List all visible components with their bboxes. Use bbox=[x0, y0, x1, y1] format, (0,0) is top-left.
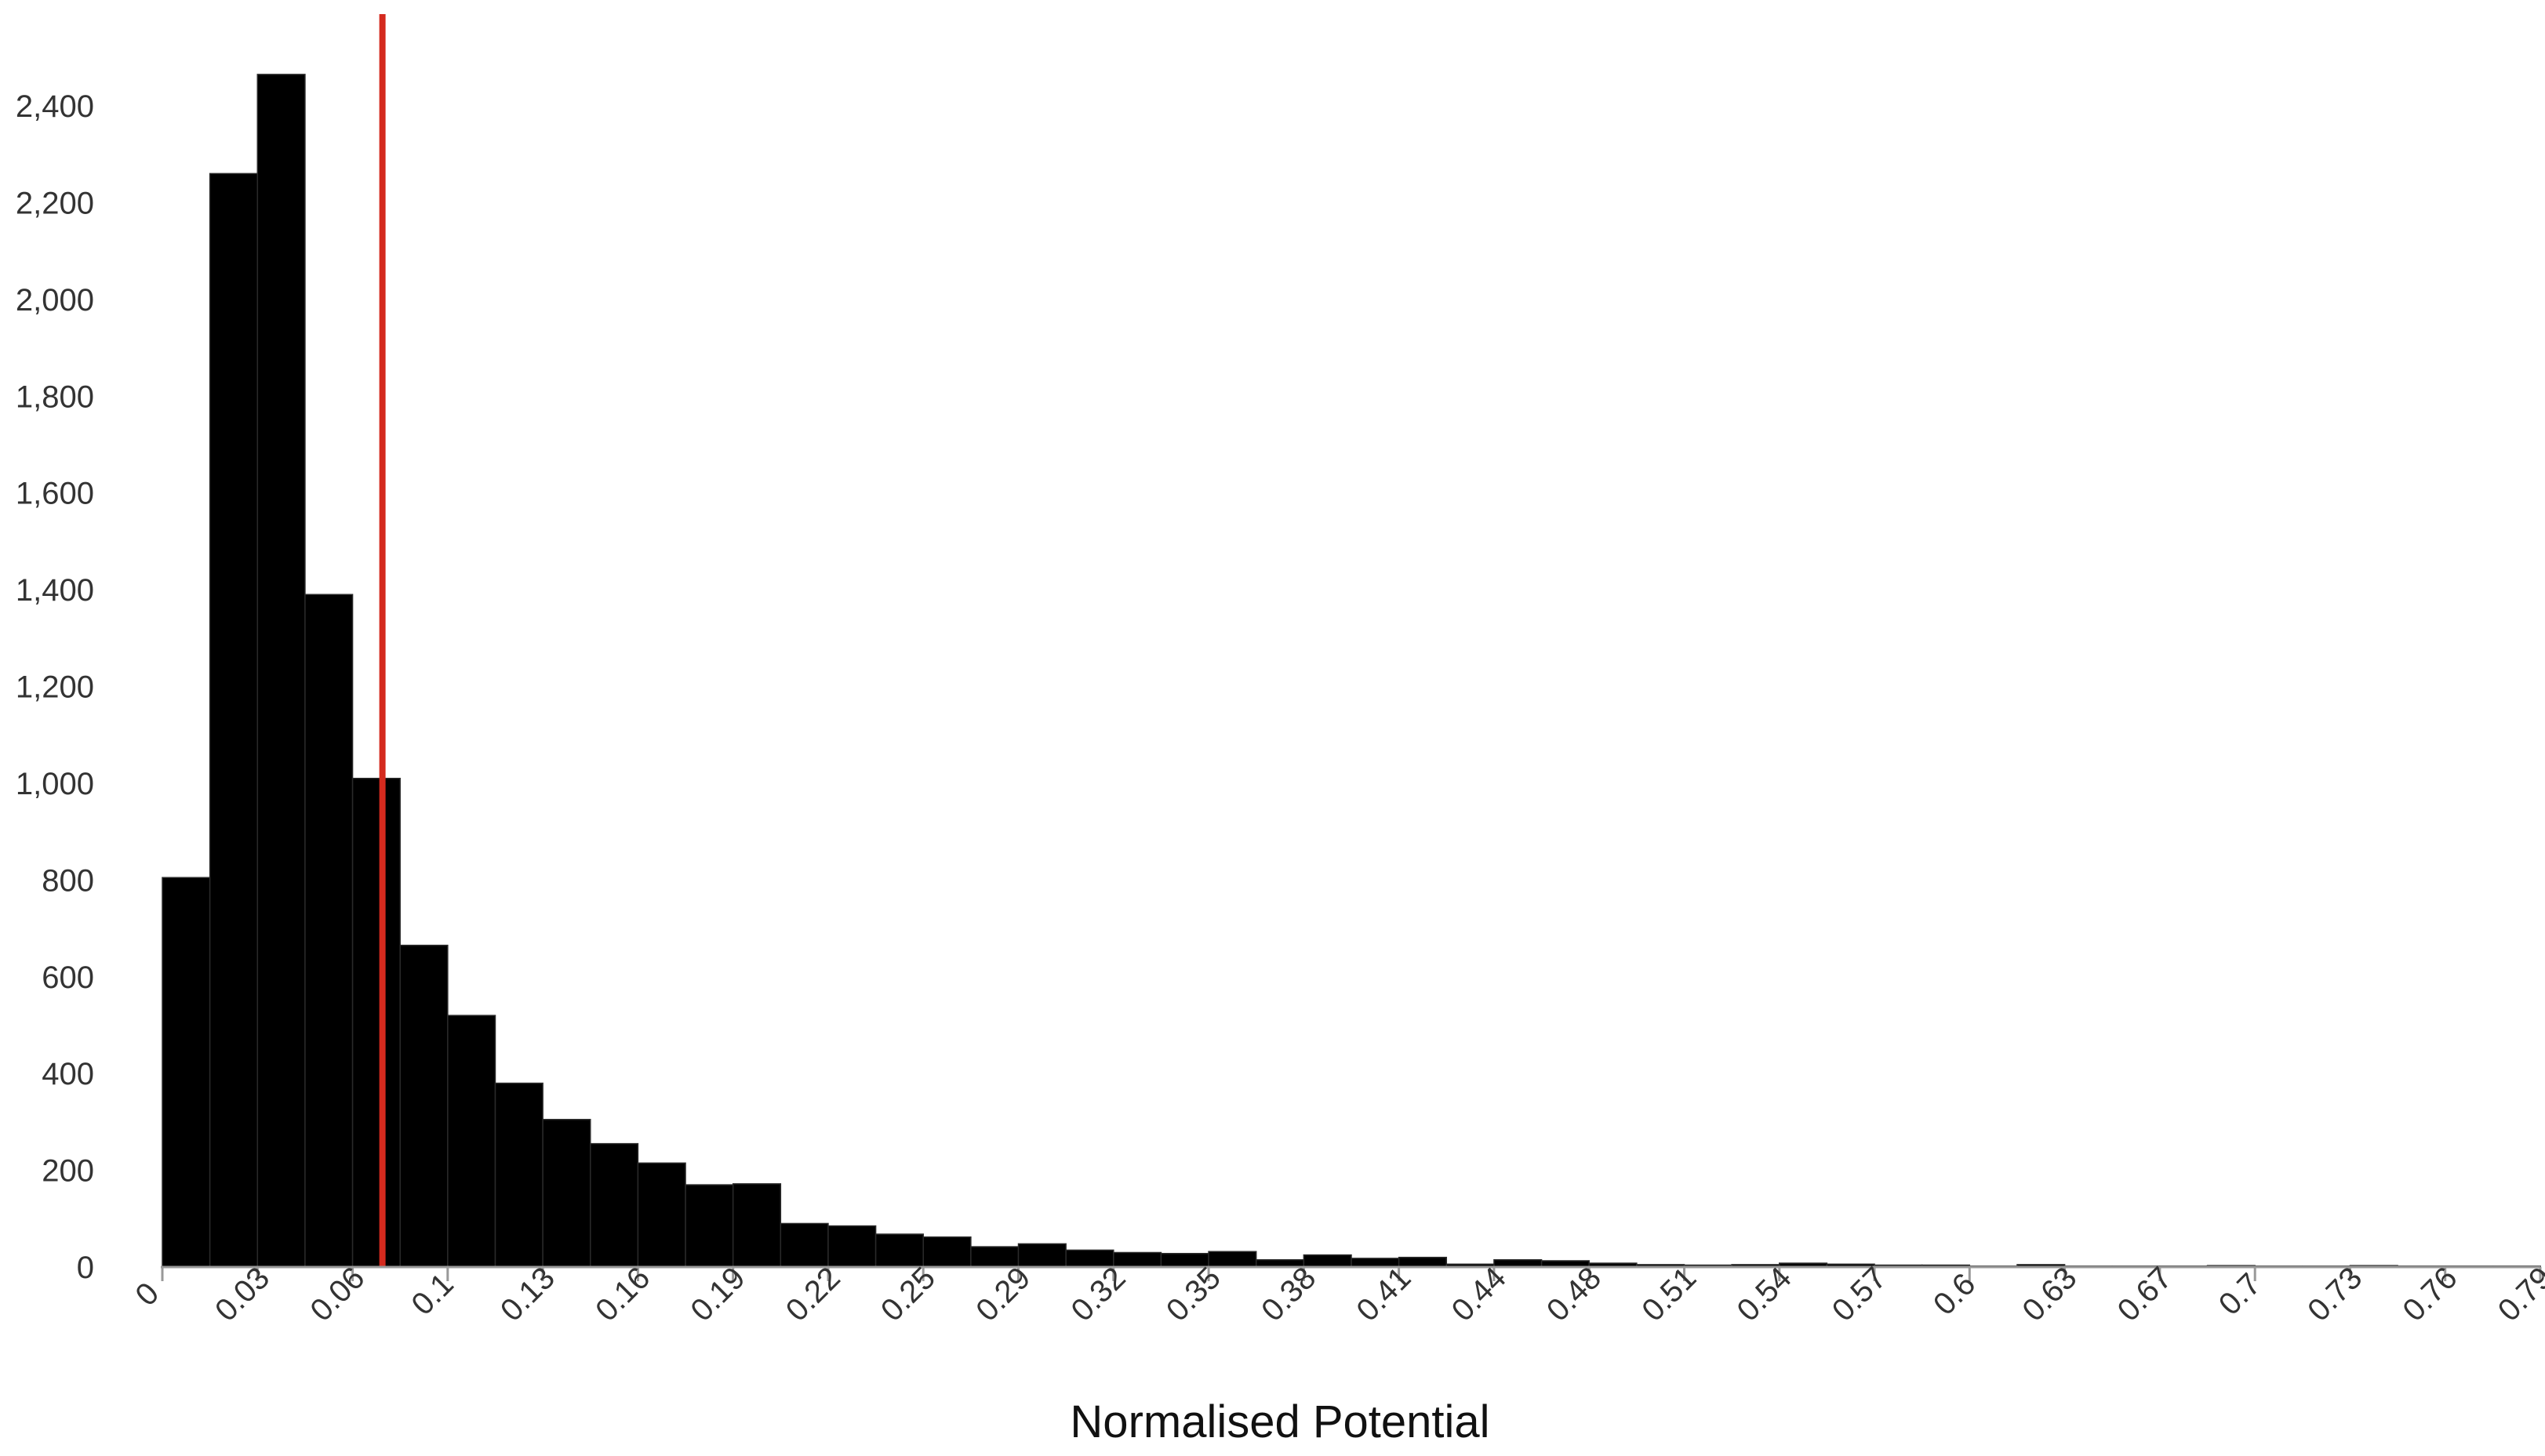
histogram-bar bbox=[1017, 1243, 1067, 1268]
histogram-bar bbox=[494, 1082, 544, 1268]
x-tick-label: 0.38 bbox=[1255, 1261, 1322, 1328]
x-tick-label: 0.19 bbox=[684, 1261, 751, 1328]
histogram-bar bbox=[162, 877, 211, 1268]
histogram-bar bbox=[256, 74, 306, 1268]
x-tick-label: 0.67 bbox=[2111, 1261, 2179, 1328]
y-tick-label: 1,800 bbox=[16, 379, 94, 414]
histogram-bar bbox=[1398, 1256, 1448, 1268]
y-tick-label: 400 bbox=[42, 1057, 94, 1091]
x-tick-label: 0.06 bbox=[304, 1261, 371, 1328]
x-tick-label: 0.1 bbox=[405, 1267, 460, 1322]
x-tick-label: 0.35 bbox=[1160, 1261, 1227, 1328]
y-tick-label: 2,000 bbox=[16, 283, 94, 318]
x-tick-label: 0.03 bbox=[209, 1261, 276, 1328]
x-tick-label: 0.57 bbox=[1826, 1261, 1893, 1328]
x-tick-label: 0.54 bbox=[1731, 1261, 1798, 1328]
x-tick-label: 0.13 bbox=[494, 1261, 562, 1328]
x-tick-label: 0.32 bbox=[1065, 1261, 1133, 1328]
y-tick-label: 1,200 bbox=[16, 670, 94, 705]
x-tick-label: 0.7 bbox=[2212, 1267, 2267, 1322]
x-tick-label: 0.6 bbox=[1927, 1267, 1982, 1322]
histogram-bar bbox=[209, 172, 259, 1268]
x-tick-label: 0 bbox=[129, 1276, 165, 1313]
x-tick-label: 0.51 bbox=[1635, 1261, 1703, 1328]
histogram-bar bbox=[542, 1119, 591, 1268]
y-tick-label: 0 bbox=[77, 1251, 94, 1285]
histogram-bar bbox=[827, 1225, 877, 1268]
x-tick-label: 0.79 bbox=[2492, 1261, 2545, 1328]
y-tick-label: 1,000 bbox=[16, 767, 94, 801]
x-tick-label: 0.29 bbox=[969, 1261, 1037, 1328]
histogram-bar bbox=[874, 1233, 924, 1268]
histogram-bar bbox=[1303, 1254, 1352, 1268]
histogram-bar bbox=[685, 1184, 734, 1268]
histogram-bar bbox=[304, 594, 354, 1268]
histogram-bar bbox=[351, 778, 401, 1268]
x-tick-label: 0.76 bbox=[2396, 1261, 2463, 1328]
axes-layer bbox=[161, 1265, 2542, 1281]
y-tick-label: 600 bbox=[42, 960, 94, 995]
y-tick-label: 2,200 bbox=[16, 186, 94, 220]
x-tick-label: 0.22 bbox=[780, 1261, 847, 1328]
histogram-bar bbox=[590, 1142, 639, 1268]
bars-layer bbox=[162, 74, 2541, 1268]
x-tick-label: 0.16 bbox=[589, 1261, 656, 1328]
histogram-bar bbox=[637, 1162, 686, 1268]
y-tick-label: 2,400 bbox=[16, 89, 94, 124]
y-tick-label: 1,600 bbox=[16, 477, 94, 511]
x-tick-label: 0.41 bbox=[1350, 1261, 1417, 1328]
histogram-bar bbox=[447, 1015, 496, 1268]
histogram-bar bbox=[1208, 1251, 1257, 1268]
x-tick-label: 0.25 bbox=[874, 1261, 942, 1328]
x-axis-title: Normalised Potential bbox=[1070, 1396, 1489, 1447]
y-tick-label: 800 bbox=[42, 863, 94, 898]
histogram-bar bbox=[399, 944, 449, 1268]
x-tick-label: 0.44 bbox=[1445, 1261, 1513, 1328]
histogram-bar bbox=[922, 1236, 972, 1268]
x-tick-label: 0.73 bbox=[2301, 1261, 2369, 1328]
y-tick-label: 1,400 bbox=[16, 573, 94, 608]
histogram-bar bbox=[1113, 1251, 1162, 1268]
histogram-bar bbox=[732, 1183, 782, 1268]
histogram-bar bbox=[780, 1222, 829, 1268]
x-tick-label: 0.48 bbox=[1540, 1261, 1608, 1328]
x-tick-label: 0.63 bbox=[2016, 1261, 2083, 1328]
y-tick-label: 200 bbox=[42, 1154, 94, 1189]
